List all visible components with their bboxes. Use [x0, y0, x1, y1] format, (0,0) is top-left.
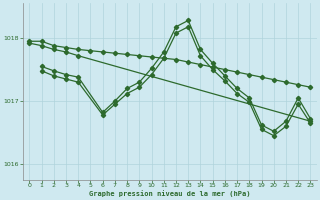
X-axis label: Graphe pression niveau de la mer (hPa): Graphe pression niveau de la mer (hPa) — [89, 190, 251, 197]
